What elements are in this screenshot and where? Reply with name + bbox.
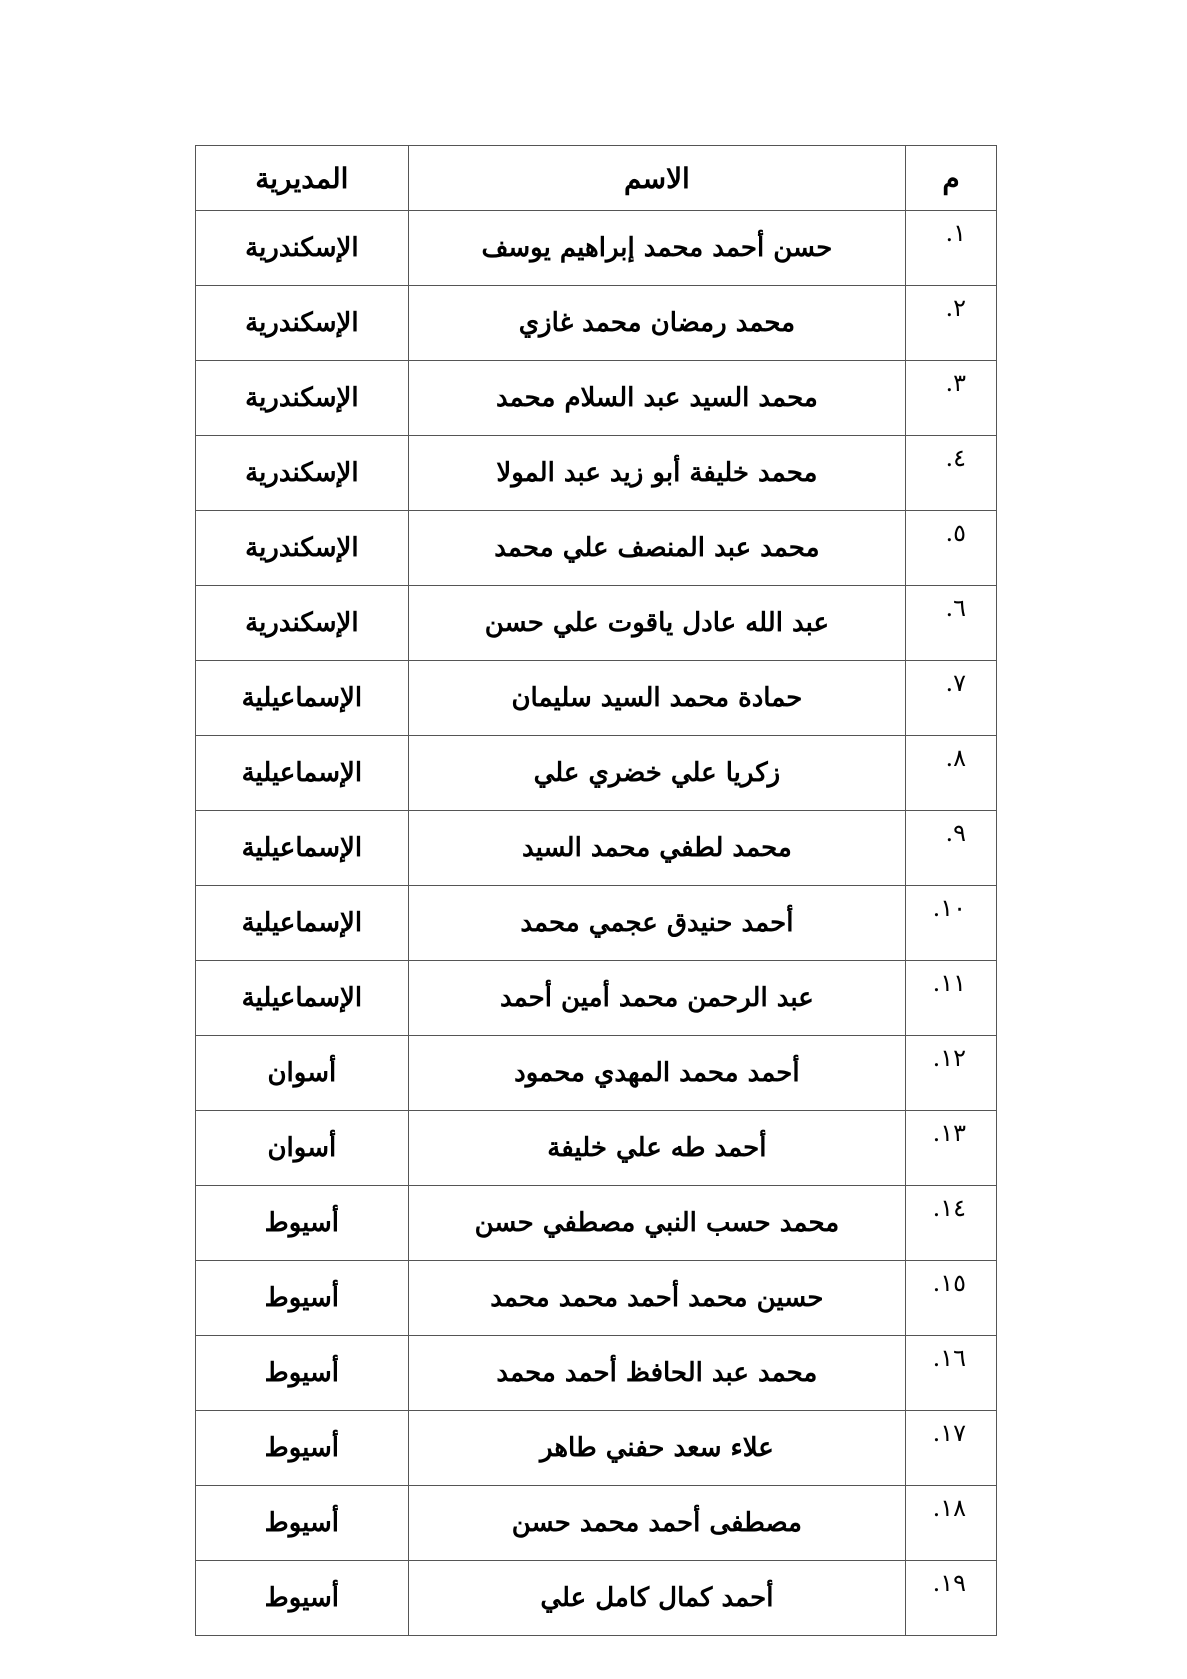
row-number: ٢. bbox=[905, 285, 997, 361]
table-row: ٨. زكريا علي خضري علي الإسماعيلية bbox=[195, 735, 997, 811]
row-number: ١٧. bbox=[905, 1410, 997, 1486]
table-row: ١٢. أحمد محمد المهدي محمود أسوان bbox=[195, 1035, 997, 1111]
table-row: ٤. محمد خليفة أبو زيد عبد المولا الإسكندري… bbox=[195, 435, 997, 511]
row-name: أحمد كمال كامل علي bbox=[407, 1560, 907, 1636]
row-name: علاء سعد حفني طاهر bbox=[407, 1410, 907, 1486]
names-table: م الاسم المديرية ١. حسن أحمد محمد إبراهيم… bbox=[195, 145, 997, 1636]
row-governorate: الإسماعيلية bbox=[195, 960, 409, 1036]
row-number: ١٩. bbox=[905, 1560, 997, 1636]
header-number: م bbox=[905, 145, 997, 211]
row-number: ٧. bbox=[905, 660, 997, 736]
row-name: أحمد طه علي خليفة bbox=[407, 1110, 907, 1186]
row-name: زكريا علي خضري علي bbox=[407, 735, 907, 811]
table-row: ١٧. علاء سعد حفني طاهر أسيوط bbox=[195, 1410, 997, 1486]
table-row: ٩. محمد لطفي محمد السيد الإسماعيلية bbox=[195, 810, 997, 886]
row-number: ١٦. bbox=[905, 1335, 997, 1411]
row-number: ٩. bbox=[905, 810, 997, 886]
table-row: ١٤. محمد حسب النبي مصطفي حسن أسيوط bbox=[195, 1185, 997, 1261]
row-governorate: الإسكندرية bbox=[195, 510, 409, 586]
row-governorate: الإسماعيلية bbox=[195, 735, 409, 811]
row-name: محمد السيد عبد السلام محمد bbox=[407, 360, 907, 436]
row-number: ٨. bbox=[905, 735, 997, 811]
row-governorate: أسيوط bbox=[195, 1185, 409, 1261]
row-governorate: أسيوط bbox=[195, 1410, 409, 1486]
row-number: ١٤. bbox=[905, 1185, 997, 1261]
table-row: ١٨. مصطفى أحمد محمد حسن أسيوط bbox=[195, 1485, 997, 1561]
table-header-row: م الاسم المديرية bbox=[195, 145, 997, 211]
row-number: ١٥. bbox=[905, 1260, 997, 1336]
row-number: ٥. bbox=[905, 510, 997, 586]
row-governorate: الإسماعيلية bbox=[195, 885, 409, 961]
row-governorate: أسيوط bbox=[195, 1485, 409, 1561]
table-row: ١٠. أحمد حنيدق عجمي محمد الإسماعيلية bbox=[195, 885, 997, 961]
row-number: ١. bbox=[905, 210, 997, 286]
row-name: محمد رمضان محمد غازي bbox=[407, 285, 907, 361]
row-name: أحمد حنيدق عجمي محمد bbox=[407, 885, 907, 961]
table-row: ٥. محمد عبد المنصف علي محمد الإسكندرية bbox=[195, 510, 997, 586]
row-name: عبد الله عادل ياقوت علي حسن bbox=[407, 585, 907, 661]
row-name: محمد حسب النبي مصطفي حسن bbox=[407, 1185, 907, 1261]
row-number: ٤. bbox=[905, 435, 997, 511]
row-number: ٦. bbox=[905, 585, 997, 661]
header-name: الاسم bbox=[407, 145, 907, 211]
row-number: ١٨. bbox=[905, 1485, 997, 1561]
row-governorate: الإسماعيلية bbox=[195, 810, 409, 886]
row-number: ١٢. bbox=[905, 1035, 997, 1111]
row-number: ١٠. bbox=[905, 885, 997, 961]
row-name: محمد عبد الحافظ أحمد محمد bbox=[407, 1335, 907, 1411]
row-governorate: الإسكندرية bbox=[195, 585, 409, 661]
row-governorate: أسوان bbox=[195, 1035, 409, 1111]
row-name: أحمد محمد المهدي محمود bbox=[407, 1035, 907, 1111]
row-name: حسين محمد أحمد محمد محمد bbox=[407, 1260, 907, 1336]
table-row: ١٥. حسين محمد أحمد محمد محمد أسيوط bbox=[195, 1260, 997, 1336]
table-row: ٣. محمد السيد عبد السلام محمد الإسكندرية bbox=[195, 360, 997, 436]
row-name: حسن أحمد محمد إبراهيم يوسف bbox=[407, 210, 907, 286]
header-governorate: المديرية bbox=[195, 145, 409, 211]
row-governorate: الإسكندرية bbox=[195, 435, 409, 511]
table-row: ١. حسن أحمد محمد إبراهيم يوسف الإسكندرية bbox=[195, 210, 997, 286]
row-name: محمد خليفة أبو زيد عبد المولا bbox=[407, 435, 907, 511]
row-number: ٣. bbox=[905, 360, 997, 436]
table-row: ١٣. أحمد طه علي خليفة أسوان bbox=[195, 1110, 997, 1186]
row-governorate: الإسكندرية bbox=[195, 360, 409, 436]
row-governorate: أسيوط bbox=[195, 1560, 409, 1636]
table-body: ١. حسن أحمد محمد إبراهيم يوسف الإسكندرية ٢.… bbox=[195, 210, 997, 1636]
row-name: مصطفى أحمد محمد حسن bbox=[407, 1485, 907, 1561]
row-governorate: الإسماعيلية bbox=[195, 660, 409, 736]
table-row: ٦. عبد الله عادل ياقوت علي حسن الإسكندرية bbox=[195, 585, 997, 661]
table-row: ٧. حمادة محمد السيد سليمان الإسماعيلية bbox=[195, 660, 997, 736]
row-name: محمد عبد المنصف علي محمد bbox=[407, 510, 907, 586]
table-row: ١٦. محمد عبد الحافظ أحمد محمد أسيوط bbox=[195, 1335, 997, 1411]
row-governorate: الإسكندرية bbox=[195, 210, 409, 286]
row-governorate: أسوان bbox=[195, 1110, 409, 1186]
row-governorate: أسيوط bbox=[195, 1260, 409, 1336]
row-governorate: الإسكندرية bbox=[195, 285, 409, 361]
row-governorate: أسيوط bbox=[195, 1335, 409, 1411]
row-name: محمد لطفي محمد السيد bbox=[407, 810, 907, 886]
row-name: عبد الرحمن محمد أمين أحمد bbox=[407, 960, 907, 1036]
table-row: ٢. محمد رمضان محمد غازي الإسكندرية bbox=[195, 285, 997, 361]
table-row: ١٩. أحمد كمال كامل علي أسيوط bbox=[195, 1560, 997, 1636]
row-number: ١١. bbox=[905, 960, 997, 1036]
row-name: حمادة محمد السيد سليمان bbox=[407, 660, 907, 736]
table-row: ١١. عبد الرحمن محمد أمين أحمد الإسماعيلية bbox=[195, 960, 997, 1036]
row-number: ١٣. bbox=[905, 1110, 997, 1186]
